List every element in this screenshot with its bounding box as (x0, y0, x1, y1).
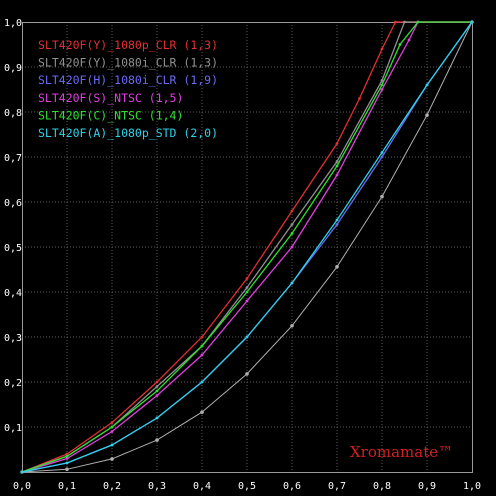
series-point (358, 97, 361, 100)
series-point (380, 83, 384, 87)
x-tick-label: 0,2 (103, 481, 121, 492)
reference-point (110, 457, 114, 461)
series-point (380, 47, 384, 51)
series-line-5 (21, 21, 472, 473)
y-tick-label: 0,2 (4, 378, 22, 389)
series-point (290, 245, 294, 249)
y-tick-label: 1,0 (4, 18, 22, 29)
series-point (290, 223, 294, 226)
series-point (245, 335, 249, 339)
x-tick-label: 0,4 (193, 481, 211, 492)
series-point (155, 394, 159, 397)
series-point (380, 155, 384, 159)
series-point (245, 277, 249, 280)
series-point (110, 425, 114, 429)
reference-point (200, 410, 204, 414)
series-point (290, 232, 294, 235)
series-point (200, 353, 204, 357)
legend: SLT420F(Y)_1080p_CLR (1,3) SLT420F(Y)_108… (38, 38, 218, 140)
x-tick-label: 0,7 (328, 481, 346, 492)
series-point (416, 20, 420, 24)
series-point (407, 38, 411, 42)
series-point (403, 20, 406, 24)
series-point (470, 20, 474, 24)
series-point (200, 344, 204, 348)
series-point (65, 461, 69, 465)
legend-entry: SLT420F(A)_1080p_STD (2,0) (38, 126, 218, 140)
series-point (245, 290, 249, 294)
reference-point (65, 467, 69, 472)
reference-point (335, 265, 339, 269)
reference-point (290, 323, 294, 328)
series-point (335, 218, 339, 222)
reference-point (425, 113, 429, 117)
y-tick-label: 0,7 (4, 153, 22, 164)
series-point (290, 281, 294, 285)
series-point (155, 389, 159, 393)
y-tick-label: 0,4 (4, 288, 22, 299)
x-tick-label: 0,9 (418, 481, 436, 492)
x-tick-labels: 0,0 0,1 0,2 0,3 0,4 0,5 0,6 0,7 0,8 0,9 1,0 (13, 481, 481, 492)
series-point (335, 160, 339, 163)
legend-entry: SLT420F(C)_NTSC (1,4) (38, 108, 183, 122)
series-point (380, 151, 384, 154)
series-point (380, 79, 384, 82)
watermark: Xromamate™ (350, 443, 453, 461)
series-point (200, 335, 204, 339)
series-layer (20, 20, 474, 474)
series-point (65, 452, 69, 456)
series-point (155, 380, 159, 384)
legend-entry: SLT420F(Y)_1080p_CLR (1,3) (38, 38, 218, 52)
series-point (65, 457, 69, 460)
series-point (245, 299, 249, 303)
x-tick-label: 0,1 (58, 481, 76, 492)
series-point (335, 223, 339, 226)
y-tick-labels: 0,1 0,2 0,3 0,4 0,5 0,6 0,7 0,8 0,9 1,0 (4, 18, 22, 434)
plot-frame (22, 22, 473, 473)
x-tick-label: 0,8 (373, 481, 391, 492)
series-point (398, 43, 402, 46)
x-tick-label: 0,3 (148, 481, 166, 492)
series-point (394, 20, 397, 24)
reference-point (380, 194, 384, 199)
x-tick-label: 0,6 (283, 481, 301, 492)
x-tick-label: 0,5 (238, 481, 256, 492)
series-line-4 (21, 21, 472, 473)
series-point (290, 209, 294, 213)
series-point (155, 385, 159, 388)
series-point (200, 380, 204, 384)
series-point (245, 286, 249, 289)
series-line-1 (21, 21, 472, 473)
series-point (335, 164, 339, 168)
series-point (65, 454, 69, 458)
series-point (110, 421, 114, 424)
series-point (110, 430, 114, 433)
legend-entry: SLT420F(Y)_1080i_CLR (1,3) (38, 56, 218, 70)
reference-point (155, 438, 159, 442)
y-tick-label: 0,3 (4, 333, 22, 344)
series-point (155, 416, 159, 420)
y-tick-label: 0,5 (4, 243, 22, 254)
y-tick-label: 0,6 (4, 198, 22, 209)
series-point (425, 83, 429, 87)
y-tick-label: 0,1 (4, 423, 22, 434)
y-tick-label: 0,9 (4, 63, 22, 74)
series-point (380, 88, 384, 91)
series-point (110, 443, 114, 447)
x-tick-label: 1,0 (463, 481, 481, 492)
reference-point (245, 372, 249, 376)
x-tick-label: 0,0 (13, 481, 31, 492)
y-tick-label: 0,8 (4, 108, 22, 119)
series-point (335, 173, 339, 177)
legend-entry: SLT420F(S)_NTSC (1,5) (38, 91, 183, 105)
series-point (335, 142, 339, 145)
series-point (20, 470, 24, 474)
legend-entry: SLT420F(H)_1080i_CLR (1,9) (38, 73, 218, 87)
